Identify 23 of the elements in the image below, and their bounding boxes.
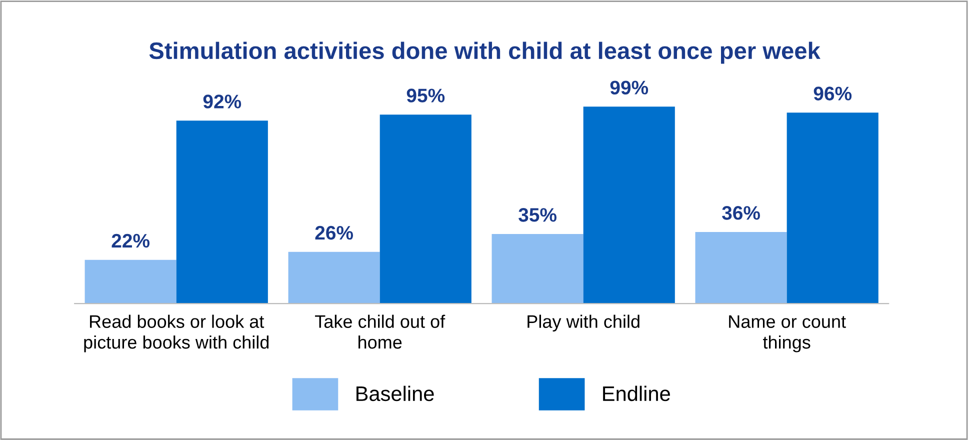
x-tick-label: Play with child [528, 314, 640, 332]
data-label: 92% [203, 94, 242, 108]
x-tick-label: Name or count things [729, 315, 846, 352]
data-label: 36% [722, 206, 760, 220]
bar [583, 106, 675, 304]
data-label: 22% [112, 234, 150, 248]
data-label: 95% [406, 88, 445, 102]
chart-title: Stimulation activities done with child at least once per week [149, 42, 820, 64]
bar [380, 114, 472, 304]
data-label: 35% [518, 208, 556, 222]
bar [288, 252, 380, 304]
bar [84, 260, 176, 304]
bar [176, 120, 268, 304]
bar [786, 112, 878, 304]
x-tick-label: Take child out of home [315, 314, 446, 349]
data-label: 96% [814, 86, 852, 100]
bar [695, 232, 787, 304]
data-label: 26% [315, 226, 354, 240]
data-label: 99% [610, 80, 648, 94]
legend-label: Endline [603, 386, 670, 402]
legend-label: Baseline [356, 386, 434, 402]
x-tick-label: Read books or look at picture books with child [84, 314, 269, 352]
bar [492, 234, 584, 304]
